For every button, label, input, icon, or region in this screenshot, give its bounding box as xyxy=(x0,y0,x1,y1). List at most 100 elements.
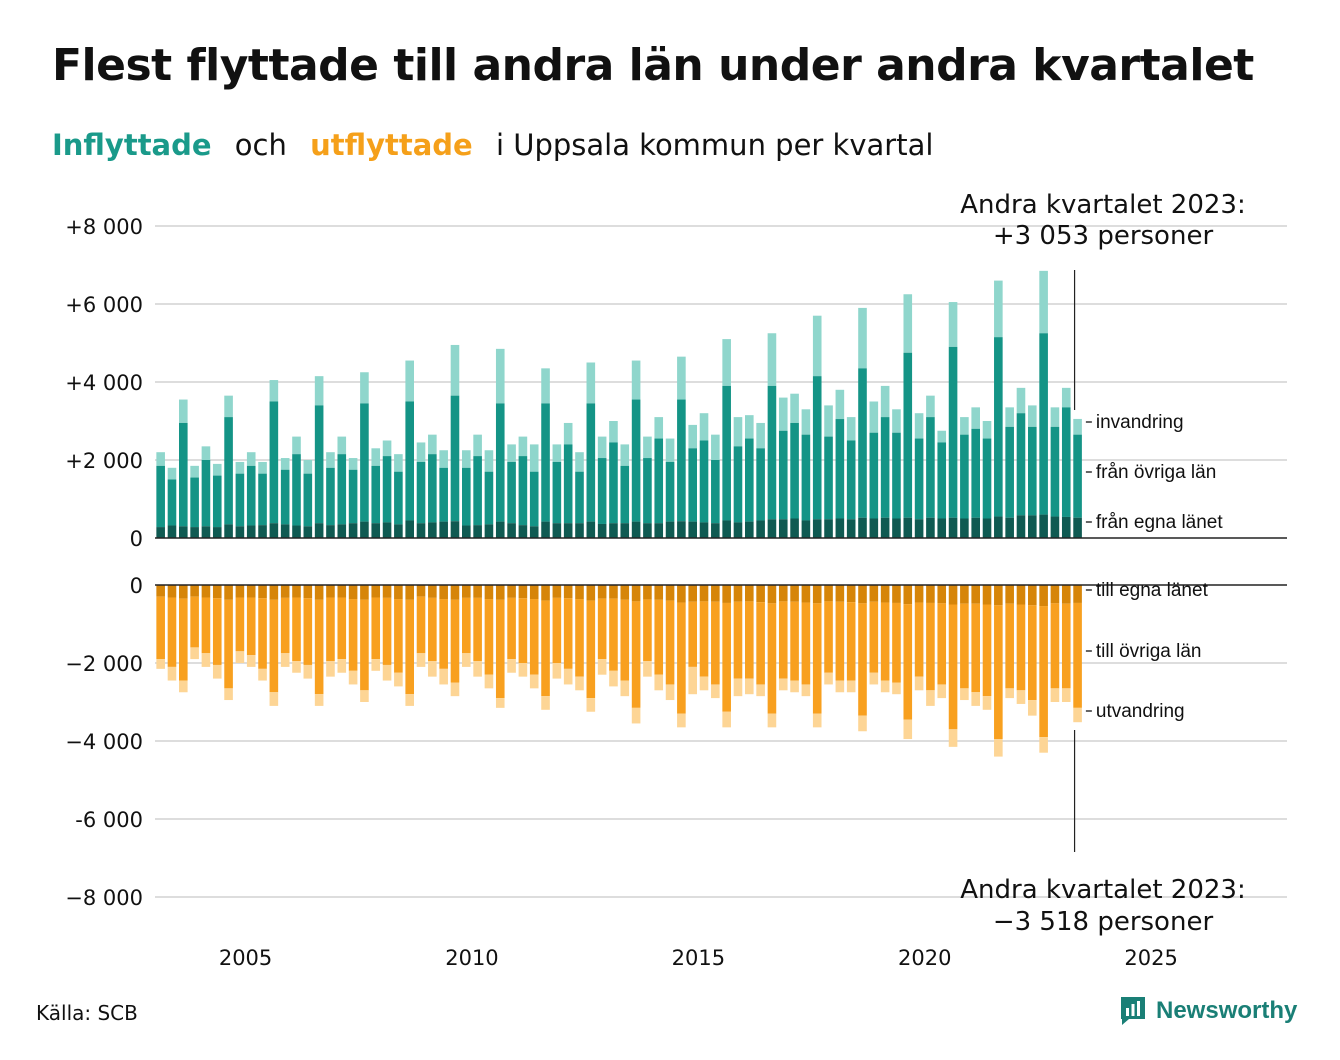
bar-in-egna-lanet xyxy=(699,522,709,538)
bar-in-invandring xyxy=(405,360,414,402)
bar-out-ovriga-lan xyxy=(586,600,596,699)
bar-out-egna-lanet xyxy=(778,585,788,602)
bar-out-egna-lanet xyxy=(846,585,856,603)
bar-out-utvandring xyxy=(767,713,777,728)
bar-out-ovriga-lan xyxy=(631,601,641,708)
bar-in-egna-lanet xyxy=(756,520,765,538)
bar-in-ovriga-lan xyxy=(665,461,675,522)
bar-out-ovriga-lan xyxy=(665,600,675,685)
bar-out-ovriga-lan xyxy=(462,597,471,654)
bar-in-invandring xyxy=(1005,407,1014,427)
bar-out-ovriga-lan xyxy=(563,598,573,669)
bar-in-ovriga-lan xyxy=(190,477,199,528)
bar-out-utvandring xyxy=(280,653,290,667)
bar-out-utvandring xyxy=(586,698,596,712)
bar-out-ovriga-lan xyxy=(518,598,528,663)
bar-in-egna-lanet xyxy=(495,521,505,538)
bar-in-invandring xyxy=(156,452,165,466)
bar-in-invandring xyxy=(790,393,799,423)
bar-out-ovriga-lan xyxy=(756,602,765,685)
bar-out-utvandring xyxy=(314,694,324,706)
bar-in-egna-lanet xyxy=(224,524,233,538)
chart-subtitle: Inflyttade och utflyttade i Uppsala komm… xyxy=(52,128,947,162)
bar-in-invandring xyxy=(858,307,867,369)
bar-in-egna-lanet xyxy=(235,526,245,538)
y-tick-label-bottom: -6 000 xyxy=(75,808,143,832)
bar-out-ovriga-lan xyxy=(982,604,992,697)
bar-in-invandring xyxy=(914,413,924,439)
bar-in-invandring xyxy=(235,461,245,474)
bar-in-egna-lanet xyxy=(416,523,426,538)
bar-in-invandring xyxy=(812,315,822,377)
bar-in-egna-lanet xyxy=(892,518,901,538)
bar-out-utvandring xyxy=(371,659,381,671)
y-tick-label-top: +6 000 xyxy=(65,293,143,317)
bar-in-egna-lanet xyxy=(518,525,528,538)
bar-in-ovriga-lan xyxy=(778,430,788,520)
bar-in-ovriga-lan xyxy=(790,422,799,519)
bar-in-invandring xyxy=(801,409,811,435)
bar-in-ovriga-lan xyxy=(179,422,188,527)
bar-in-ovriga-lan xyxy=(326,467,335,526)
bar-in-egna-lanet xyxy=(937,518,947,538)
bar-out-ovriga-lan xyxy=(473,597,482,662)
bar-out-egna-lanet xyxy=(563,585,573,599)
y-tick-label-bottom: −2 000 xyxy=(65,652,143,676)
bar-out-egna-lanet xyxy=(597,585,607,599)
source-note: Källa: SCB xyxy=(36,1001,138,1025)
bar-out-utvandring xyxy=(654,674,664,691)
bar-out-ovriga-lan xyxy=(507,597,516,660)
bar-in-ovriga-lan xyxy=(1016,413,1026,516)
bar-in-ovriga-lan xyxy=(212,475,222,528)
bar-out-egna-lanet xyxy=(405,585,414,600)
bar-in-egna-lanet xyxy=(246,525,256,538)
bar-in-egna-lanet xyxy=(303,526,313,538)
bar-in-egna-lanet xyxy=(212,527,222,538)
bar-out-egna-lanet xyxy=(835,585,845,602)
bar-in-ovriga-lan xyxy=(994,337,1003,517)
bar-out-utvandring xyxy=(405,694,414,706)
bar-out-utvandring xyxy=(212,664,222,679)
bar-in-invandring xyxy=(733,417,743,447)
bar-out-utvandring xyxy=(790,680,799,693)
bar-in-ovriga-lan xyxy=(858,368,867,518)
bar-out-utvandring xyxy=(450,682,460,697)
bar-in-egna-lanet xyxy=(597,523,607,538)
bar-in-ovriga-lan xyxy=(224,417,233,525)
bar-out-ovriga-lan xyxy=(858,603,867,716)
bar-in-egna-lanet xyxy=(541,521,550,538)
bar-in-invandring xyxy=(926,395,935,418)
bar-out-ovriga-lan xyxy=(156,596,165,660)
bar-out-utvandring xyxy=(597,659,607,675)
bar-in-ovriga-lan xyxy=(1039,333,1048,515)
bar-in-invandring xyxy=(280,458,290,470)
bar-in-invandring xyxy=(1050,407,1060,427)
bar-in-invandring xyxy=(994,280,1003,338)
bar-out-egna-lanet xyxy=(643,585,652,600)
bar-out-egna-lanet xyxy=(258,585,267,599)
bar-out-utvandring xyxy=(971,692,980,706)
bar-out-egna-lanet xyxy=(484,585,494,600)
bar-out-ovriga-lan xyxy=(971,603,980,693)
bar-out-egna-lanet xyxy=(609,585,618,599)
bar-out-egna-lanet xyxy=(167,585,177,598)
bar-in-egna-lanet xyxy=(563,523,573,538)
bar-out-utvandring xyxy=(699,676,709,691)
bar-in-invandring xyxy=(631,360,641,400)
bar-in-invandring xyxy=(609,421,618,443)
bar-out-egna-lanet xyxy=(688,585,697,602)
bar-in-egna-lanet xyxy=(948,517,958,538)
bar-in-ovriga-lan xyxy=(360,403,369,522)
bar-in-invandring xyxy=(620,444,630,466)
bar-in-egna-lanet xyxy=(258,525,267,538)
bar-in-ovriga-lan xyxy=(586,403,596,522)
bar-in-ovriga-lan xyxy=(767,385,777,520)
bar-out-utvandring xyxy=(994,739,1003,757)
y-tick-label-top: +2 000 xyxy=(65,449,143,473)
bar-out-utvandring xyxy=(778,678,788,691)
bar-in-ovriga-lan xyxy=(552,461,562,524)
bar-in-egna-lanet xyxy=(450,521,460,538)
bar-out-ovriga-lan xyxy=(552,597,562,663)
bar-out-egna-lanet xyxy=(903,585,913,605)
bar-out-egna-lanet xyxy=(246,585,256,598)
